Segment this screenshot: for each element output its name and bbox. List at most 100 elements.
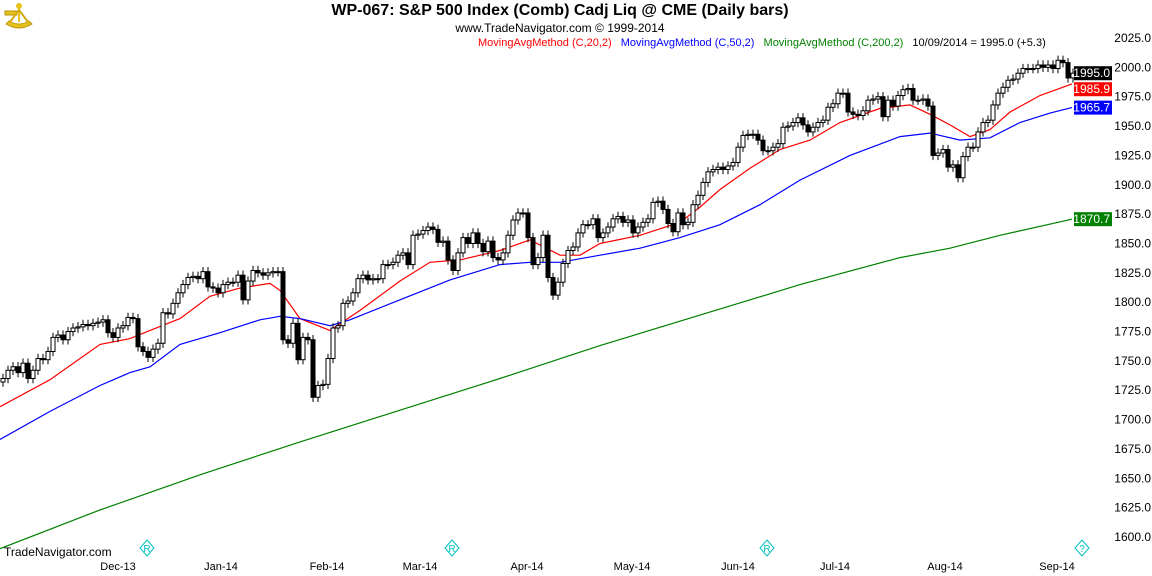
candle-body: [380, 264, 386, 280]
candle-body: [310, 339, 316, 398]
y-tick-label: 1950.0: [1114, 119, 1151, 133]
candle-body: [1045, 64, 1051, 68]
candle-body: [700, 181, 706, 196]
candle-body: [105, 319, 111, 334]
y-tick-label: 2025.0: [1114, 31, 1151, 45]
event-diamond-icon: [139, 539, 155, 557]
candle-body: [45, 350, 51, 361]
candle-body: [480, 242, 486, 253]
candle-body: [615, 215, 621, 220]
candle-body: [390, 261, 396, 266]
candle-body: [790, 122, 796, 127]
candle-body: [550, 277, 556, 296]
candle-body: [890, 99, 896, 107]
candle-body: [610, 218, 616, 228]
candle-body: [835, 92, 841, 105]
candle-body: [765, 150, 771, 153]
candle-body: [955, 164, 961, 179]
candle-body: [195, 275, 201, 280]
candle-body: [435, 228, 441, 243]
candle-body: [120, 325, 126, 329]
candle-body: [490, 240, 496, 259]
candle-body: [715, 166, 721, 171]
candle-body: [140, 346, 146, 352]
chart-title: WP-067: S&P 500 Index (Comb) Cadj Liq @ …: [331, 2, 789, 19]
candle-body: [1060, 59, 1066, 64]
candle-body: [895, 95, 901, 107]
candle-body: [620, 215, 626, 223]
candle-body: [1030, 68, 1036, 71]
candle-body: [560, 262, 566, 283]
candle-body: [190, 275, 196, 279]
candle-body: [135, 318, 141, 348]
candle-body: [170, 302, 176, 315]
candle-body: [230, 281, 236, 284]
candle-body: [525, 212, 531, 239]
y-tick-label: 1600.0: [1114, 530, 1151, 544]
candle-body: [410, 234, 416, 266]
event-marker-label: R: [763, 544, 770, 555]
candle-body: [1055, 59, 1061, 70]
candle-body: [785, 125, 791, 128]
candle-body: [655, 200, 661, 203]
candle-body: [125, 316, 131, 327]
candle-body: [555, 281, 561, 296]
candle-body: [65, 331, 71, 341]
candle-body: [345, 300, 351, 304]
candle-body: [35, 358, 41, 371]
candle-body: [585, 224, 591, 227]
event-diamond-icon: [1074, 539, 1090, 557]
candle-body: [365, 274, 371, 281]
candle-body: [220, 284, 226, 294]
candle-body: [475, 232, 481, 244]
candle-body: [20, 362, 26, 374]
candle-body: [440, 240, 446, 243]
candle-body: [70, 327, 76, 333]
candle-body: [980, 122, 986, 133]
y-tick-label: 1975.0: [1114, 90, 1151, 104]
x-tick-label: Aug-14: [927, 561, 962, 573]
candle-body: [155, 342, 161, 350]
x-tick-label: Feb-14: [310, 561, 345, 573]
candle-body: [75, 326, 81, 329]
candle-body: [945, 149, 951, 168]
candle-body: [295, 322, 301, 361]
candle-body: [260, 272, 266, 276]
candle-body: [775, 143, 781, 148]
candle-body: [730, 161, 736, 167]
candle-body: [640, 221, 646, 228]
candle-body: [970, 146, 976, 149]
last-price-tag-label: 1995.0: [1073, 66, 1110, 80]
candle-body: [725, 165, 731, 171]
candle-body: [5, 369, 11, 379]
event-diamond-icon: [444, 539, 460, 557]
candle-body: [150, 348, 156, 358]
candle-body: [645, 218, 651, 223]
candle-body: [760, 139, 766, 152]
candle-body: [85, 323, 91, 327]
candle-body: [795, 117, 801, 124]
candle-body: [175, 292, 181, 304]
candle-body: [1005, 79, 1011, 88]
candle-body: [565, 250, 571, 264]
candle-body: [40, 358, 46, 361]
candle-body: [1025, 68, 1031, 71]
candle-body: [355, 278, 361, 294]
candle-body: [690, 204, 696, 223]
candle-body: [25, 362, 31, 379]
event-marker-label: R: [448, 544, 455, 555]
candle-body: [545, 234, 551, 279]
candle-body: [885, 99, 891, 118]
x-tick-label: Jun-14: [721, 561, 755, 573]
candle-body: [855, 113, 861, 116]
candle-body: [15, 366, 21, 374]
y-tick-label: 1750.0: [1114, 354, 1151, 368]
candle-body: [395, 254, 401, 263]
candle-body: [375, 278, 381, 281]
candle-body: [745, 133, 751, 136]
candle-body: [255, 269, 261, 274]
candle-body: [265, 272, 271, 276]
candle-body: [625, 219, 631, 223]
candle-body: [1050, 64, 1056, 70]
